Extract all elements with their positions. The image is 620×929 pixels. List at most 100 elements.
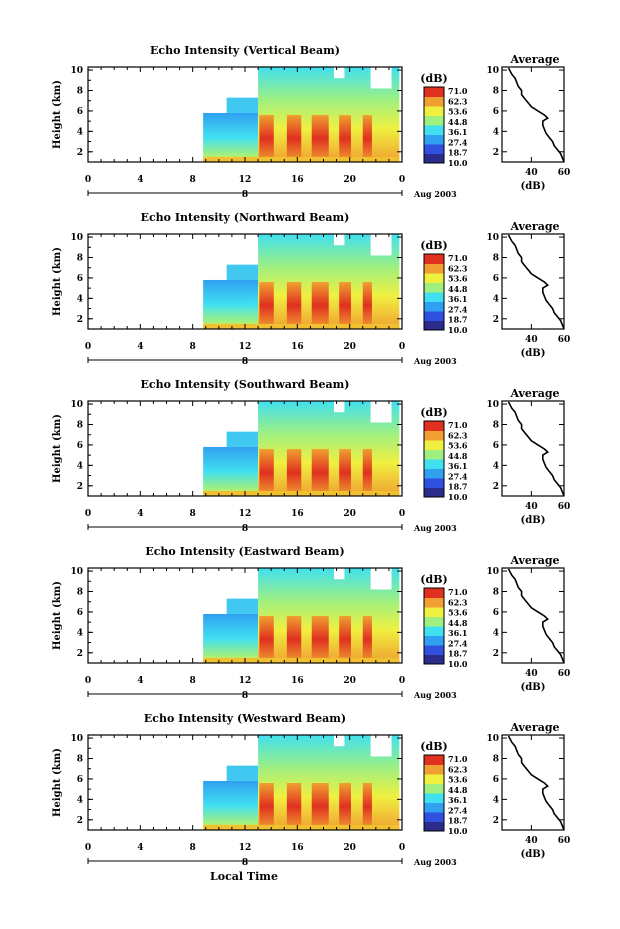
average-y-tick-label: 4 (493, 461, 499, 471)
y-tick-label: 2 (77, 315, 83, 325)
colorbar-label: 27.4 (448, 471, 468, 481)
heatmap-core (362, 449, 372, 496)
colorbar-swatch (424, 292, 444, 302)
average-x-tick-label: 60 (558, 335, 571, 345)
heatmap-low-layer (203, 112, 259, 162)
average-y-tick-label: 4 (493, 127, 499, 137)
heatmap-surface (203, 323, 400, 329)
colorbar-label: 53.6 (448, 608, 468, 618)
average-x-label: (dB) (521, 849, 546, 860)
colorbar-label: 10.0 (448, 492, 468, 502)
average-x-label: (dB) (521, 515, 546, 526)
colorbar-swatch (424, 153, 444, 164)
heatmap-gap (333, 67, 345, 79)
colorbar-label: 36.1 (448, 628, 467, 638)
heatmap-low-layer (203, 613, 259, 663)
colorbar-label: 10.0 (448, 158, 468, 168)
colorbar-unit: (dB) (420, 406, 447, 419)
colorbar-swatch (424, 774, 444, 784)
average-y-tick-label: 10 (486, 567, 499, 577)
colorbar-label: 44.8 (448, 451, 468, 461)
echo-panel: Echo Intensity (Eastward Beam) 2 4 6 8 10 Heig… (52, 545, 570, 701)
average-profile-line (507, 67, 565, 163)
heatmap-gap (333, 401, 345, 413)
average-y-tick-label: 2 (493, 816, 499, 826)
heatmap-core (259, 282, 274, 329)
colorbar-swatch (424, 597, 444, 608)
y-tick-label: 2 (77, 148, 83, 158)
colorbar-label: 18.7 (448, 315, 467, 325)
average-title: Average (509, 220, 559, 233)
y-tick-label: 10 (70, 567, 83, 577)
average-x-tick-label: 40 (525, 669, 538, 679)
average-y-tick-label: 10 (486, 734, 499, 744)
average-title: Average (509, 721, 559, 734)
heatmap-surface (203, 824, 400, 830)
colorbar-swatch (424, 106, 444, 116)
colorbar-label: 53.6 (448, 107, 468, 117)
colorbar-unit: (dB) (420, 239, 447, 252)
colorbar-swatch (424, 282, 444, 293)
x-tick-label: 4 (137, 509, 143, 519)
colorbar-swatch (424, 588, 444, 598)
x-tick-label: 12 (239, 175, 252, 185)
x-tick-label: 4 (137, 342, 143, 352)
colorbar-label: 10.0 (448, 325, 468, 335)
heatmap-core (362, 616, 372, 663)
day-marker: 8 (242, 357, 248, 367)
average-frame (501, 567, 565, 664)
average-x-tick-label: 40 (525, 502, 538, 512)
heatmap-gap (370, 67, 392, 89)
colorbar-label: 53.6 (448, 441, 468, 451)
x-tick-label: 0 (399, 175, 405, 185)
panel-title: Echo Intensity (Southward Beam) (141, 378, 350, 391)
average-frame (501, 66, 565, 163)
heatmap-mid-layer (226, 264, 259, 280)
heatmap-core (311, 616, 329, 663)
average-y-tick-label: 4 (493, 294, 499, 304)
colorbar-unit: (dB) (420, 740, 447, 753)
x-tick-label: 0 (399, 676, 405, 686)
colorbar-label: 44.8 (448, 117, 468, 127)
heatmap-gap (370, 735, 392, 757)
average-y-tick-label: 6 (493, 107, 499, 117)
y-tick-label: 8 (77, 754, 83, 764)
colorbar-swatch (424, 449, 444, 460)
colorbar-frame (423, 587, 445, 665)
colorbar-label: 71.0 (448, 253, 468, 263)
x-tick-label: 16 (291, 175, 304, 185)
x-tick-label: 8 (190, 676, 196, 686)
colorbar-swatch (424, 654, 444, 665)
panels-layer: Echo Intensity (Vertical Beam) 2 4 6 8 10 Heig… (52, 44, 570, 868)
colorbar-swatch (424, 320, 444, 331)
heatmap-core (286, 449, 302, 496)
colorbar-label: 18.7 (448, 816, 467, 826)
y-tick-label: 10 (70, 233, 83, 243)
average-y-tick-label: 8 (493, 86, 499, 96)
y-axis-label: Height (km) (52, 80, 63, 149)
average-y-tick-label: 10 (486, 400, 499, 410)
heatmap-gap (370, 234, 392, 256)
colorbar-swatch (424, 440, 444, 450)
day-marker: 8 (242, 190, 248, 200)
colorbar-label: 62.3 (448, 263, 468, 273)
x-tick-label: 8 (190, 342, 196, 352)
x-tick-label: 12 (239, 342, 252, 352)
colorbar-label: 44.8 (448, 284, 468, 294)
x-tick-label: 20 (343, 342, 356, 352)
heatmap (203, 568, 400, 663)
heatmap-core (362, 115, 372, 162)
average-profile-line (507, 735, 565, 831)
average-y-tick-label: 4 (493, 628, 499, 638)
y-tick-label: 10 (70, 734, 83, 744)
colorbar-swatch (424, 635, 444, 646)
x-tick-label: 16 (291, 509, 304, 519)
heatmap-gap (370, 401, 392, 423)
heatmap-core (259, 783, 274, 830)
x-tick-label: 4 (137, 676, 143, 686)
average-y-tick-label: 10 (486, 66, 499, 76)
y-tick-label: 6 (77, 608, 83, 618)
x-tick-label: 20 (343, 509, 356, 519)
heatmap-mid-layer (226, 598, 259, 614)
heatmap-low-layer (203, 446, 259, 496)
